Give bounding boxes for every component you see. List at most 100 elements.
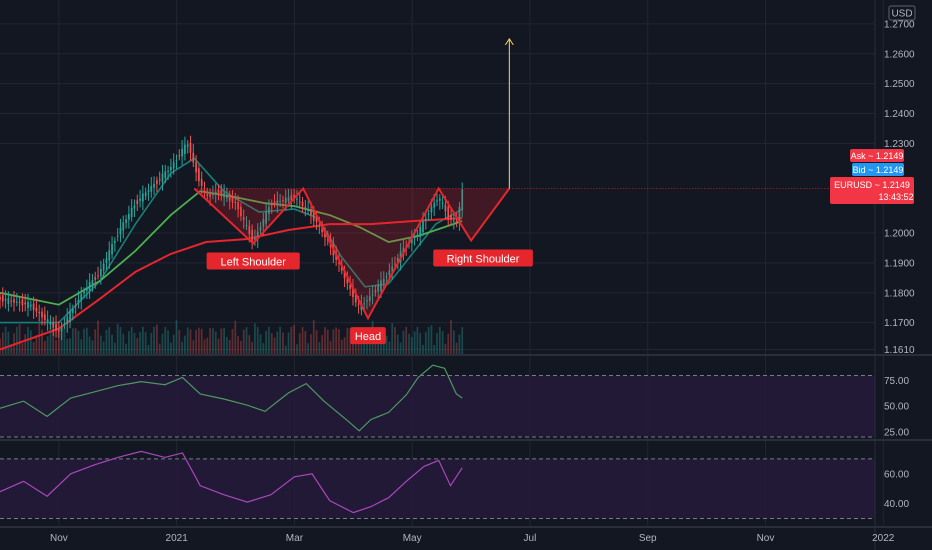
volume-bar	[206, 337, 209, 354]
volume-bar	[111, 334, 113, 354]
candle-body	[181, 148, 183, 157]
price-tick-label: 1.2700	[884, 19, 915, 30]
volume-bar	[226, 337, 228, 354]
candle-body	[254, 238, 256, 240]
volume-bar	[399, 342, 402, 354]
right-shoulder-label-box	[433, 249, 533, 267]
volume-bar	[304, 330, 307, 354]
volume-bar	[41, 329, 43, 354]
volume-bar	[413, 331, 416, 354]
candle-body	[282, 200, 284, 202]
volume-bar	[279, 326, 282, 354]
volume-bar	[198, 327, 200, 354]
volume-bar	[433, 344, 436, 354]
candle-body	[214, 191, 217, 195]
bid-price-tag: Bid ~ 1.2149	[852, 163, 904, 176]
candle-body	[136, 200, 139, 204]
volume-bar	[102, 341, 105, 354]
oscillator-2-path	[0, 450, 463, 514]
volume-bar	[416, 326, 419, 354]
candle-body	[184, 144, 186, 154]
candle-body	[175, 160, 178, 162]
volume-bar	[52, 329, 55, 354]
candle-body	[380, 280, 382, 291]
volume-bar	[136, 338, 139, 354]
price-tick-label: 1.2000	[884, 229, 915, 240]
volume-bar	[170, 342, 172, 354]
volume-bar	[18, 324, 21, 354]
candle-body	[83, 291, 85, 294]
volume-bar	[116, 323, 119, 354]
volume-bar	[181, 341, 183, 354]
price-candles	[0, 135, 464, 340]
candle-body	[240, 206, 242, 217]
candle-body	[29, 304, 32, 307]
volume-bar	[374, 336, 377, 354]
volume-bar	[240, 340, 242, 354]
candle-body	[391, 266, 394, 271]
candle-body	[346, 278, 349, 284]
volume-bar	[29, 330, 32, 354]
volume-bar	[363, 337, 366, 354]
time-tick-label: May	[403, 533, 422, 544]
candle-body	[338, 262, 340, 264]
price-tick-label: 1.2600	[884, 49, 915, 60]
candle-body	[111, 243, 113, 255]
oscillator-tick-label: 60.00	[884, 469, 909, 480]
time-tick-label: Sep	[639, 533, 657, 544]
candle-body	[18, 302, 21, 304]
volume-bar	[21, 343, 24, 354]
candle-body	[228, 194, 231, 201]
volume-bar	[282, 332, 284, 354]
candle-body	[363, 303, 366, 305]
time-axis[interactable]: Nov 2021 Mar May Jul Sep Nov 2022	[50, 533, 895, 544]
candle-body	[192, 152, 195, 163]
price-tick-label: 1.1610	[884, 345, 915, 356]
volume-bar	[178, 329, 181, 354]
candle-body	[388, 270, 391, 276]
volume-bar	[441, 331, 444, 354]
volume-bar	[94, 329, 97, 354]
candle-body	[63, 323, 66, 325]
volume-bar	[450, 320, 452, 354]
candle-body	[422, 220, 424, 233]
volume-bar	[248, 335, 251, 354]
candle-body	[10, 300, 13, 302]
candle-body	[301, 201, 304, 206]
volume-bar	[10, 344, 13, 354]
volume-bar	[287, 332, 290, 354]
candle-body	[237, 202, 239, 210]
candle-body	[307, 209, 310, 211]
volume-bar	[223, 327, 225, 354]
candle-body	[438, 198, 441, 201]
candle-body	[242, 217, 245, 220]
candle-body	[424, 218, 427, 221]
candle-body	[265, 211, 268, 224]
volume-bar	[447, 333, 450, 354]
volume-bar	[105, 329, 108, 354]
volume-bar	[74, 328, 77, 354]
candle-body	[94, 277, 97, 280]
candle-body	[71, 308, 74, 313]
volume-bar	[329, 340, 332, 354]
candle-body	[102, 263, 105, 271]
candle-body	[217, 189, 220, 194]
candle-body	[1, 294, 4, 302]
price-axis[interactable]: 1.2700 1.2600 1.2500 1.2400 1.2300 1.2000 1.19…	[884, 19, 915, 356]
candle-body	[427, 213, 430, 215]
volume-bar	[38, 320, 41, 354]
volume-bar	[276, 331, 279, 354]
candle-body	[139, 198, 141, 201]
candle-body	[385, 276, 388, 278]
volume-bar	[186, 327, 189, 354]
bar-countdown-text: 13:43:52	[878, 192, 913, 202]
candle-body	[268, 207, 270, 214]
volume-bar	[189, 329, 192, 354]
candle-body	[366, 300, 368, 302]
candle-body	[66, 316, 69, 324]
candle-body	[441, 202, 444, 204]
volume-bar	[296, 344, 298, 354]
candle-body	[77, 299, 80, 304]
